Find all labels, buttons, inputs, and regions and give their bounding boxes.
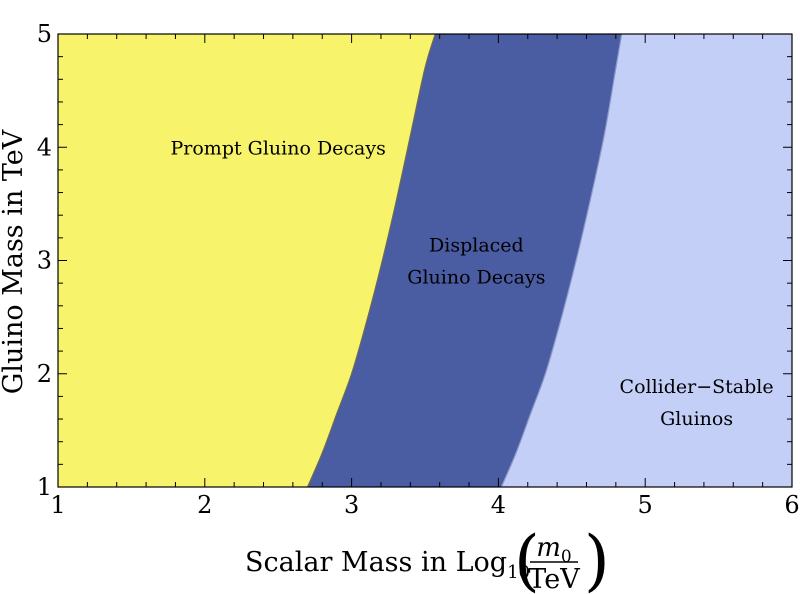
- x-axis-title-subscript: 10: [507, 562, 530, 583]
- x-axis-title-left-paren: (: [514, 522, 540, 594]
- x-axis-title-numerator-var: m: [536, 533, 561, 563]
- x-axis-title-numerator-sub: 0: [561, 547, 572, 567]
- y-tick-label: 3: [37, 247, 52, 275]
- x-axis-title-right-paren: ): [584, 522, 610, 594]
- x-axis-title-denominator: TeV: [528, 564, 580, 594]
- y-tick-label: 5: [37, 20, 52, 48]
- label-displaced-decays: Gluino Decays: [407, 267, 545, 289]
- x-axis-title-prefix: Scalar Mass in Log: [245, 547, 507, 578]
- x-tick-label: 1: [50, 491, 65, 519]
- y-axis-title: Gluino Mass in TeV: [0, 129, 29, 394]
- svg-text:Scalar Mass in Log10: Scalar Mass in Log10: [245, 547, 530, 583]
- label-prompt-decays: Prompt Gluino Decays: [171, 137, 386, 159]
- x-tick-label: 3: [344, 491, 359, 519]
- y-tick-label: 2: [37, 360, 52, 388]
- label-collider-stable: Collider−Stable: [620, 376, 774, 398]
- y-tick-label: 4: [37, 133, 52, 161]
- x-axis-title: Scalar Mass in Log10 ( m0 TeV ): [245, 522, 610, 594]
- x-tick-label: 6: [784, 491, 799, 519]
- boundary-curve-2: [500, 33, 623, 488]
- y-tick-label: 1: [37, 473, 52, 501]
- boundary-curve-1: [307, 33, 436, 488]
- x-tick-label: 4: [491, 491, 506, 519]
- x-axis-title-numerator: m0: [536, 533, 571, 567]
- label-displaced-decays: Displaced: [429, 235, 524, 257]
- x-tick-label: 5: [638, 491, 653, 519]
- x-tick-label: 2: [197, 491, 212, 519]
- label-collider-stable: Gluinos: [660, 408, 733, 430]
